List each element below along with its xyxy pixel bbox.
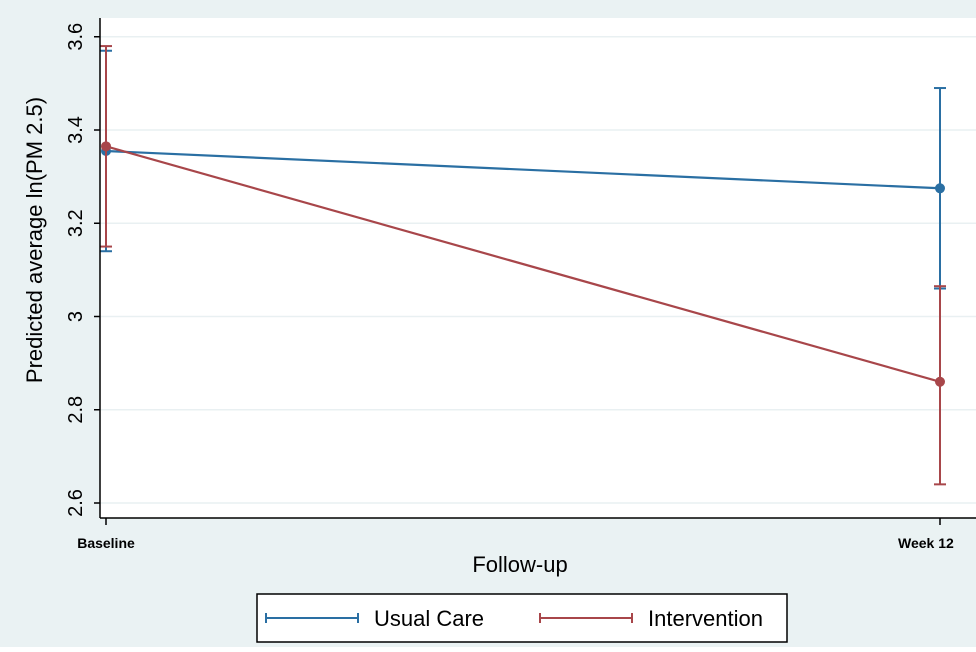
series-line-intervention xyxy=(105,145,941,383)
legend-key-intervention xyxy=(539,613,633,623)
point-intervention-0 xyxy=(101,141,111,152)
y-axis-label: Predicted average ln(PM 2.5) xyxy=(22,97,47,383)
legend: Usual Care Intervention xyxy=(256,593,788,643)
y-tick-label-2: 3 xyxy=(65,311,87,322)
x-axis-label: Follow-up xyxy=(472,552,567,577)
series-intervention xyxy=(100,45,946,486)
point-usual-care-1 xyxy=(935,183,945,194)
y-tick-label-3: 3.2 xyxy=(65,209,87,237)
series-layer xyxy=(100,45,946,486)
legend-label-usual-care: Usual Care xyxy=(374,606,484,631)
x-tick-label-0: Baseline xyxy=(77,535,135,551)
y-tick-label-0: 2.6 xyxy=(65,489,87,517)
series-line-usual-care xyxy=(105,149,941,190)
legend-label-intervention: Intervention xyxy=(648,606,763,631)
point-intervention-1 xyxy=(935,376,945,387)
y-tick-label-5: 3.6 xyxy=(65,23,87,51)
x-tick-label-1: Week 12 xyxy=(898,535,954,551)
gridlines xyxy=(100,36,976,504)
legend-key-usual-care xyxy=(265,613,359,623)
y-tick-label-1: 2.8 xyxy=(65,396,87,424)
y-tick-label-4: 3.4 xyxy=(65,116,87,144)
axes: 2.6 2.8 3 3.2 3.4 3.6 Baseline Week 12 xyxy=(65,18,976,551)
